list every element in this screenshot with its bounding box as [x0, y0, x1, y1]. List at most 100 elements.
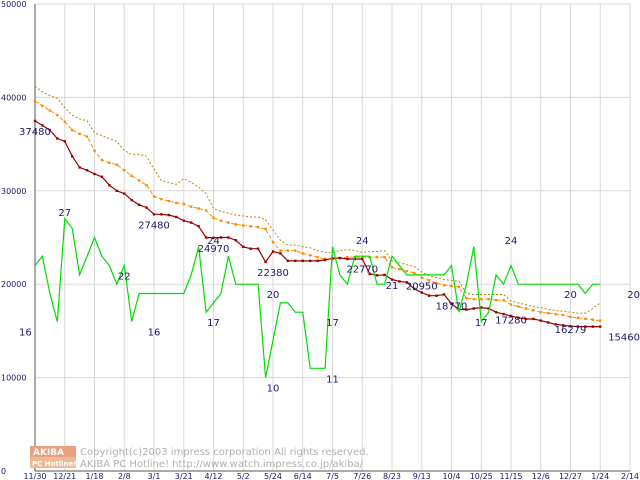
point-average — [160, 198, 163, 201]
x-tick-label: 1/24 — [591, 472, 609, 480]
point-average — [584, 317, 587, 320]
point-average — [509, 303, 513, 306]
point-min — [316, 259, 319, 263]
axes — [34, 4, 630, 472]
point-min — [48, 128, 52, 132]
point-average — [599, 319, 602, 322]
point-average — [442, 283, 446, 287]
point-average — [361, 255, 364, 259]
point-average — [249, 225, 252, 228]
point-average — [286, 249, 290, 252]
point-min — [509, 314, 513, 318]
point-min — [256, 247, 260, 250]
point-min — [160, 213, 163, 216]
x-tick-label: 5/2 — [237, 472, 250, 480]
point-min — [294, 259, 297, 263]
x-axis-tick-labels: 11/30 12/21 1/18 2/8 3/1 3/21 4/12 5/2 5/24 6/14 7… — [23, 472, 639, 480]
data-label-min: 18770 — [436, 302, 468, 313]
point-min — [70, 155, 74, 158]
x-tick-label: 12/6 — [532, 472, 550, 480]
series-line-shops — [34, 217, 601, 378]
data-label-shops: 27 — [58, 208, 71, 219]
point-min — [182, 219, 185, 222]
point-min — [137, 203, 141, 207]
point-average — [175, 201, 178, 205]
point-average — [189, 205, 193, 208]
point-average — [450, 284, 453, 288]
x-tick-label: 8/23 — [383, 472, 401, 480]
point-average — [204, 209, 208, 212]
data-label-shops: 24 — [207, 236, 220, 247]
y-tick-label: 20000 — [1, 280, 26, 289]
data-label-shops: 20 — [627, 290, 640, 301]
point-average — [48, 109, 52, 112]
x-tick-label: 2/14 — [621, 472, 639, 480]
point-average — [234, 223, 238, 226]
point-average — [420, 276, 423, 279]
point-average — [197, 207, 200, 210]
point-min — [591, 325, 595, 328]
data-label-shops: 10 — [267, 384, 280, 395]
point-min — [390, 278, 394, 281]
x-tick-label: 12/21 — [53, 472, 76, 480]
point-min — [323, 258, 327, 262]
point-average — [532, 309, 535, 312]
point-average — [279, 249, 282, 252]
point-min — [286, 259, 290, 263]
point-min — [41, 124, 44, 127]
point-min — [100, 175, 104, 178]
point-min — [569, 325, 572, 328]
x-tick-label: 4/12 — [205, 472, 223, 480]
data-label-min: 24970 — [198, 244, 230, 255]
x-tick-label: 7/5 — [326, 472, 339, 480]
point-average — [390, 266, 394, 269]
point-min — [56, 137, 59, 140]
data-label-shops: 24 — [505, 236, 518, 247]
point-min — [398, 280, 401, 283]
point-average — [264, 227, 267, 231]
point-min — [353, 257, 357, 261]
point-average — [227, 221, 230, 224]
data-label-shops: 17 — [207, 318, 220, 329]
point-average — [256, 226, 260, 229]
point-min — [420, 291, 423, 294]
point-average — [212, 216, 215, 220]
point-min — [502, 312, 505, 316]
x-tick-label: 7/26 — [353, 472, 371, 480]
data-label-min: 17280 — [495, 316, 527, 327]
point-min — [108, 183, 111, 187]
data-label-shops: 11 — [326, 374, 339, 385]
point-average — [152, 195, 156, 198]
point-min — [167, 213, 171, 217]
point-min — [413, 287, 416, 291]
point-min — [152, 213, 156, 216]
point-min — [346, 257, 349, 261]
point-min — [338, 256, 342, 260]
data-label-shops: 20 — [564, 290, 577, 301]
point-average — [405, 269, 409, 273]
point-average — [554, 312, 557, 316]
point-average — [457, 285, 461, 289]
point-average — [413, 271, 416, 275]
point-min — [78, 166, 81, 169]
point-average — [41, 104, 44, 108]
point-average — [398, 268, 401, 271]
point-min — [517, 316, 520, 320]
point-min — [442, 293, 446, 296]
point-min — [494, 311, 498, 314]
x-tick-label: 10/25 — [470, 472, 493, 480]
point-min — [197, 225, 200, 228]
x-tick-label: 2/8 — [118, 472, 131, 480]
point-average — [93, 149, 96, 152]
point-average — [375, 255, 379, 259]
point-average — [435, 282, 438, 285]
data-label-min: 27480 — [138, 220, 170, 231]
point-average — [487, 297, 490, 301]
point-average — [56, 113, 59, 117]
x-tick-label: 6/14 — [294, 472, 312, 480]
y-tick-label: 0 — [1, 467, 6, 476]
x-tick-label: 9/13 — [413, 472, 431, 480]
data-label-min: 20950 — [406, 281, 438, 292]
point-average — [546, 311, 550, 315]
